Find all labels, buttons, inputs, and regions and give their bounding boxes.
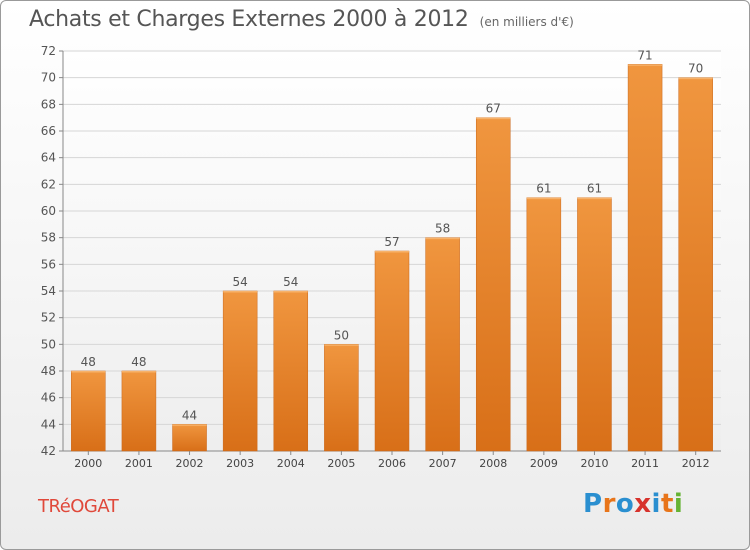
- bar-highlight: [425, 237, 460, 240]
- logo-letter: t: [660, 489, 674, 519]
- bar: [273, 290, 309, 452]
- bar-highlight: [223, 291, 258, 293]
- y-tick-label: 60: [41, 204, 56, 218]
- logo-letter: i: [673, 489, 684, 519]
- x-tick-label: 2006: [378, 457, 406, 470]
- y-tick-label: 46: [41, 391, 56, 405]
- bar-value-label: 70: [688, 62, 703, 76]
- bar: [526, 197, 562, 452]
- x-tick-label: 2004: [277, 457, 305, 470]
- y-tick-label: 68: [41, 97, 56, 111]
- y-tick-label: 64: [41, 151, 56, 165]
- y-tick-label: 54: [41, 284, 56, 298]
- x-tick-label: 2000: [74, 457, 102, 470]
- bar-value-label: 44: [182, 408, 197, 422]
- bar-value-label: 71: [637, 48, 652, 62]
- bar: [475, 117, 511, 452]
- y-tick-label: 52: [41, 311, 56, 325]
- bar: [374, 250, 410, 452]
- bar-highlight: [577, 197, 612, 200]
- y-tick-label: 70: [41, 71, 56, 85]
- bar-highlight: [476, 117, 511, 120]
- bar-value-label: 61: [587, 182, 602, 196]
- x-tick-label: 2010: [580, 457, 608, 470]
- logo-letter: o: [615, 489, 635, 519]
- bar-value-label: 54: [233, 275, 248, 289]
- town-name: TRéOGAT: [38, 496, 119, 517]
- y-tick-label: 44: [41, 417, 56, 431]
- bar-highlight: [526, 197, 561, 200]
- bar: [324, 344, 359, 452]
- logo-letter: i: [651, 489, 661, 519]
- x-tick-label: 2009: [530, 457, 558, 470]
- bar-value-label: 57: [384, 235, 399, 249]
- chart-title: Achats et Charges Externes 2000 à 2012: [29, 7, 469, 32]
- y-tick-label: 72: [41, 44, 56, 58]
- x-tick-label: 2008: [479, 457, 507, 470]
- bar-highlight: [121, 371, 156, 373]
- y-tick-label: 58: [41, 231, 56, 245]
- logo-letter: P: [583, 489, 603, 519]
- chart-title-block: Achats et Charges Externes 2000 à 2012 (…: [29, 7, 574, 32]
- x-tick-label: 2007: [429, 457, 457, 470]
- bar: [121, 370, 157, 452]
- bar-highlight: [678, 77, 713, 80]
- chart-subtitle: (en milliers d'€): [479, 15, 574, 29]
- y-tick-label: 50: [41, 337, 56, 351]
- bar-value-label: 58: [435, 222, 450, 236]
- bar: [71, 370, 106, 452]
- bar: [627, 64, 663, 452]
- bar-highlight: [324, 344, 359, 346]
- bar-highlight: [172, 424, 207, 426]
- x-tick-label: 2002: [176, 457, 204, 470]
- bar: [577, 197, 612, 452]
- bar-highlight: [375, 251, 409, 253]
- logo-letter: r: [602, 489, 616, 519]
- y-tick-label: 62: [41, 177, 56, 191]
- y-tick-label: 42: [41, 444, 56, 458]
- x-tick-label: 2012: [682, 457, 710, 470]
- y-tick-label: 48: [41, 364, 56, 378]
- logo-letter: x: [634, 489, 652, 519]
- bar-highlight: [628, 64, 663, 66]
- bar-highlight: [273, 291, 308, 293]
- bar-value-label: 48: [81, 355, 96, 369]
- y-tick-label: 66: [41, 124, 56, 138]
- x-tick-label: 2011: [631, 457, 659, 470]
- bar-value-label: 48: [131, 355, 146, 369]
- bar-value-label: 54: [283, 275, 298, 289]
- y-tick-label: 56: [41, 257, 56, 271]
- bar: [222, 290, 258, 452]
- x-tick-label: 2001: [125, 457, 153, 470]
- proxiti-logo[interactable]: Proxiti: [583, 489, 683, 519]
- bar: [678, 77, 713, 452]
- bar-value-label: 67: [486, 102, 501, 116]
- x-tick-label: 2005: [327, 457, 355, 470]
- bar: [425, 237, 460, 452]
- bar-highlight: [71, 371, 106, 373]
- bar-value-label: 61: [536, 182, 551, 196]
- bar-value-label: 50: [334, 328, 349, 342]
- bar: [172, 424, 207, 452]
- x-tick-label: 2003: [226, 457, 254, 470]
